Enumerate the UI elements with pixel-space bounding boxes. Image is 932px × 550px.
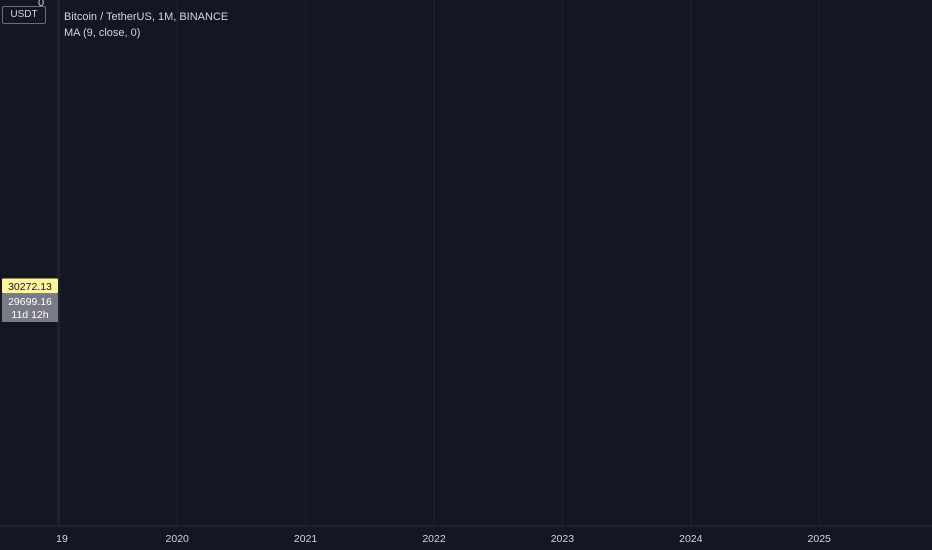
time-tick-label: 2025 xyxy=(808,533,832,545)
countdown-label: 11d 12h xyxy=(11,309,48,321)
ma-value-label: 30272.13 xyxy=(8,281,52,293)
ma-indicator-label[interactable]: MA (9, close, 0) xyxy=(64,27,141,39)
price-axis-top-label: 0 xyxy=(38,0,45,9)
time-tick-label: 2024 xyxy=(679,533,703,545)
price-axis[interactable]: 4000.008000.0012000.0020000.0040000.0052… xyxy=(8,0,59,526)
ma-value-label-bg xyxy=(2,278,58,294)
time-tick-label: 2023 xyxy=(551,533,575,545)
currency-button[interactable]: USDT xyxy=(2,6,46,24)
time-tick-label: 2022 xyxy=(422,533,446,545)
time-tick-label: 19 xyxy=(56,533,68,545)
last-price-bg xyxy=(2,294,58,322)
time-tick-label: 2020 xyxy=(166,533,190,545)
time-axis[interactable]: 19 2020 2021 2022 2023 2024 2025 xyxy=(0,525,932,545)
grid xyxy=(59,0,820,526)
last-price-label: 29699.16 xyxy=(8,296,52,308)
chart-legend: Bitcoin / TetherUS, 1M, BINANCE MA (9, c… xyxy=(64,9,228,41)
time-tick-label: 2021 xyxy=(294,533,318,545)
symbol-title[interactable]: Bitcoin / TetherUS, 1M, BINANCE xyxy=(64,11,229,23)
price-axis-level-labels: 55641.8547875.7544246.8438846.1635849.48… xyxy=(2,278,58,322)
